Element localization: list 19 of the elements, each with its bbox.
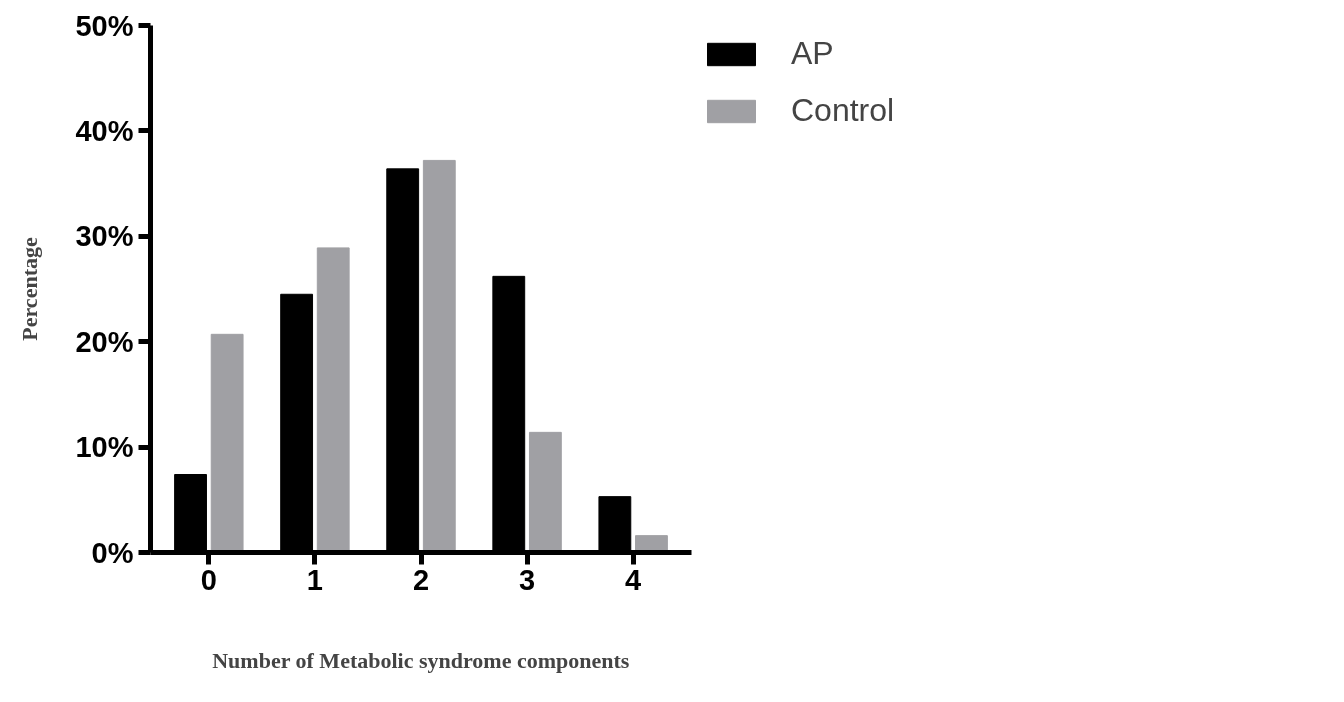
y-tick-label: 10% xyxy=(75,431,134,464)
y-tick-label: 40% xyxy=(75,114,134,147)
y-tick-label: 0% xyxy=(91,536,134,569)
bar xyxy=(316,247,350,553)
y-tick-label: 30% xyxy=(75,220,134,253)
x-tick-label: 1 xyxy=(306,563,323,596)
bar xyxy=(210,333,244,553)
x-tick-label: 3 xyxy=(519,563,536,596)
bar xyxy=(422,159,456,553)
y-tick-label: 20% xyxy=(75,325,134,358)
x-tick-label: 2 xyxy=(412,563,430,596)
legend-label: AP xyxy=(791,35,834,72)
x-axis-title: Number of Metabolic syndrome components xyxy=(212,647,630,673)
bar xyxy=(528,431,562,553)
x-tick-label: 4 xyxy=(625,563,642,596)
y-tick-label: 50% xyxy=(75,9,134,42)
x-tick-label: 0 xyxy=(200,563,217,596)
y-axis-title: Percentage xyxy=(17,237,43,341)
legend-label: Control xyxy=(791,92,895,129)
